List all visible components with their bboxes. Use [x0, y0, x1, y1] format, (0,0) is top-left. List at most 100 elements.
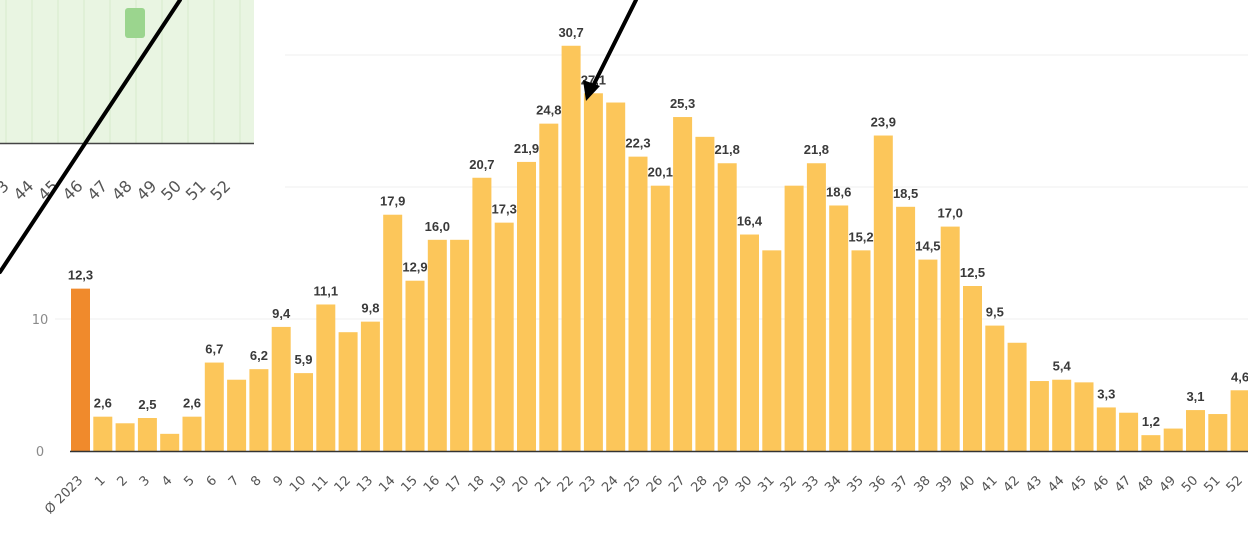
bar [383, 214, 403, 451]
bar [583, 93, 603, 451]
data-label: 16,0 [425, 219, 450, 234]
bar [249, 369, 269, 451]
x-tick-label: 49 [1157, 473, 1179, 495]
inset-tick-label: 51 [182, 176, 210, 204]
bar [1119, 412, 1139, 451]
x-tick-label: 41 [978, 473, 1000, 495]
data-label: 17,9 [380, 194, 405, 209]
bar [695, 136, 715, 451]
y-tick-label: 0 [36, 445, 44, 460]
x-tick-label: 39 [934, 473, 956, 495]
data-label: 21,8 [804, 142, 829, 157]
bar [1029, 381, 1049, 451]
y-axis: 0 10 [32, 313, 49, 460]
x-tick-label: 10 [287, 473, 309, 495]
data-label: 9,4 [272, 306, 291, 321]
bar [762, 250, 782, 451]
x-tick-label: 8 [248, 473, 264, 489]
bar [472, 177, 492, 451]
bar [985, 325, 1005, 451]
data-label: 2,6 [94, 396, 112, 411]
data-label: 24,8 [536, 103, 561, 118]
data-label: 9,5 [986, 305, 1004, 320]
x-tick-label: 51 [1201, 473, 1223, 495]
bar [717, 163, 737, 452]
bar [316, 304, 336, 451]
bar [1141, 435, 1161, 451]
x-tick-label: 32 [778, 473, 800, 495]
inset-tick-label: 47 [83, 176, 111, 204]
data-label: 17,0 [938, 206, 963, 221]
bar [93, 416, 113, 451]
bar [1230, 390, 1248, 451]
x-tick-label: 2 [114, 473, 130, 489]
bar [628, 156, 648, 451]
inset-bar [125, 8, 145, 38]
bar [561, 45, 581, 451]
inset-tick-label: 52 [206, 176, 234, 204]
bar [829, 205, 849, 451]
x-tick-label: 7 [226, 473, 242, 489]
x-tick-label: 13 [354, 473, 376, 495]
bar [940, 226, 960, 451]
data-label: 4,6 [1231, 369, 1248, 384]
x-tick-label: 44 [1045, 473, 1067, 495]
data-label: 12,9 [402, 260, 427, 275]
inset-tick-label: 46 [59, 176, 87, 204]
x-tick-label: 50 [1179, 473, 1201, 495]
bar [896, 206, 916, 451]
data-label: 2,6 [183, 396, 201, 411]
x-tick-label: 23 [577, 473, 599, 495]
data-label: 30,7 [558, 25, 583, 40]
x-tick-label: 38 [911, 473, 933, 495]
x-tick-label: 31 [755, 473, 777, 495]
data-label: 15,2 [848, 229, 873, 244]
data-label: 6,2 [250, 348, 268, 363]
x-tick-label: 12 [332, 473, 354, 495]
x-tick-label: 43 [1023, 473, 1045, 495]
data-label: 3,1 [1186, 389, 1204, 404]
x-tick-label: 17 [443, 473, 465, 495]
x-tick-label: 36 [867, 473, 889, 495]
bar [227, 379, 247, 451]
bar [963, 286, 982, 451]
x-tick-label: 37 [889, 473, 911, 495]
bar [115, 423, 135, 451]
bar [1208, 414, 1228, 451]
x-tick-label: 24 [599, 473, 621, 495]
annotation-arrow-head [583, 80, 600, 101]
data-label: 6,7 [205, 342, 223, 357]
x-tick-label: 22 [555, 473, 577, 495]
bar [1186, 410, 1205, 451]
x-tick-label: 3 [137, 473, 153, 489]
x-tick-label: 20 [510, 473, 532, 495]
inset-tick-label: 50 [157, 176, 185, 204]
x-tick-label: 16 [421, 473, 443, 495]
x-tick-label: 45 [1068, 473, 1090, 495]
x-tick-label: 4 [159, 473, 175, 489]
x-tick-label: 40 [956, 473, 978, 495]
x-tick-label: 18 [465, 473, 487, 495]
data-label: 3,3 [1097, 386, 1115, 401]
bar [294, 373, 313, 451]
data-label: 14,5 [915, 239, 940, 254]
x-tick-label: 34 [822, 473, 844, 495]
annotation-arrow-shaft [592, 0, 638, 86]
x-tick-label: 52 [1224, 473, 1246, 495]
data-label: 25,3 [670, 96, 695, 111]
x-tick-label: 26 [644, 473, 666, 495]
x-tick-label: 14 [376, 473, 398, 495]
x-tick-label: 11 [309, 473, 331, 495]
bar [71, 288, 90, 451]
x-tick-label: 30 [733, 473, 755, 495]
bar [517, 161, 536, 452]
bar [806, 163, 826, 452]
data-label: 5,9 [294, 352, 312, 367]
bar [740, 234, 759, 451]
x-tick-label: 42 [1001, 473, 1023, 495]
bar [1007, 342, 1027, 451]
inset-tick-label: 3 [0, 176, 13, 197]
data-label: 22,3 [625, 136, 650, 151]
